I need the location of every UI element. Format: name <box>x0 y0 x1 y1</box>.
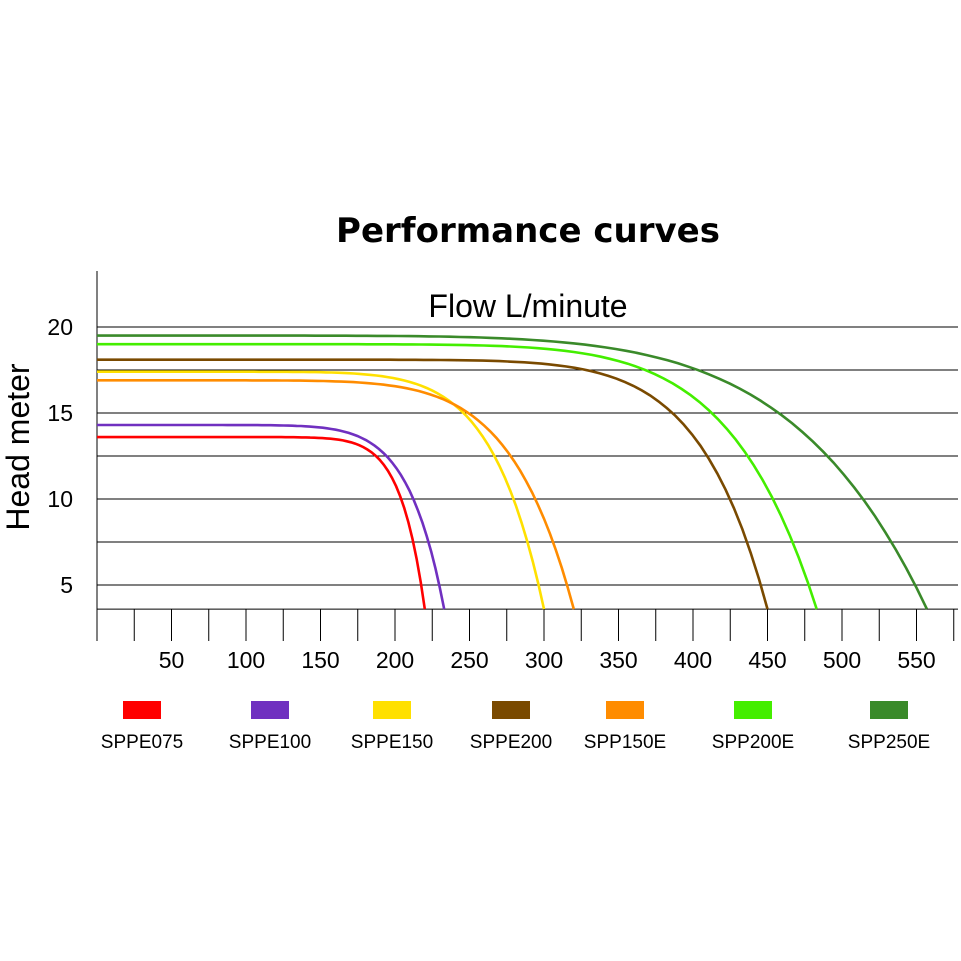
legend-label: SPPE075 <box>101 732 183 753</box>
y-tick-label: 20 <box>47 314 73 340</box>
curves <box>97 334 929 610</box>
legend-swatch <box>373 701 411 719</box>
x-tick-label: 500 <box>823 647 861 673</box>
curve-sppe200 <box>97 358 769 610</box>
legend-label: SPPE150 <box>351 732 433 753</box>
y-tick-label: 10 <box>47 486 73 512</box>
legend-swatch <box>251 701 289 719</box>
x-tick-label: 400 <box>674 647 712 673</box>
x-tick-label: 150 <box>301 647 339 673</box>
x-tick-label: 250 <box>450 647 488 673</box>
x-tick-label: 450 <box>748 647 786 673</box>
x-tick-label: 300 <box>525 647 563 673</box>
legend-swatch <box>123 701 161 719</box>
legend-label: SPPE100 <box>229 732 311 753</box>
legend-label: SPP200E <box>712 732 794 753</box>
legend: SPPE075 SPPE100 SPPE150 SPPE200 SPP150E SPP20… <box>101 701 930 753</box>
x-tick-label: 100 <box>227 647 265 673</box>
grid-lines <box>97 326 958 586</box>
legend-label: SPP150E <box>584 732 666 753</box>
curve-sppe100 <box>97 423 446 610</box>
legend-swatch <box>870 701 908 719</box>
legend-swatch <box>734 701 772 719</box>
y-axis-label: Head meter <box>0 363 36 531</box>
chart-title: Performance curves <box>336 211 720 251</box>
y-tick-label: 5 <box>60 572 73 598</box>
x-tick-label: 550 <box>897 647 935 673</box>
curve-sppe075 <box>97 435 427 610</box>
curve-spp250e <box>97 334 929 610</box>
x-tick-label: 50 <box>159 647 185 673</box>
y-tick-label: 15 <box>47 400 73 426</box>
curve-spp200e <box>97 342 818 610</box>
legend-label: SPP250E <box>848 732 930 753</box>
x-tick-label: 350 <box>599 647 637 673</box>
tick-labels: 50 100 150 200 250 300 350 400 450 500 550 5 10 15 20 <box>47 314 935 673</box>
legend-label: SPPE200 <box>470 732 552 753</box>
legend-swatch <box>492 701 530 719</box>
curve-spp150e <box>97 378 576 610</box>
legend-swatch <box>606 701 644 719</box>
x-axis-label: Flow L/minute <box>428 288 627 324</box>
x-tick-label: 200 <box>376 647 414 673</box>
curve-sppe150 <box>97 370 546 610</box>
axes <box>96 271 958 641</box>
